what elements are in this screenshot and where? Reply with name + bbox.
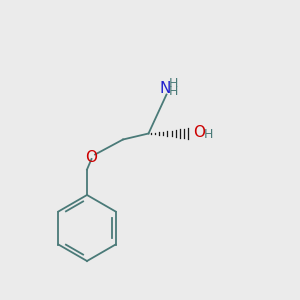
Text: H: H (204, 128, 213, 142)
Text: H: H (168, 77, 178, 91)
Text: O: O (85, 150, 98, 165)
Text: H: H (168, 85, 178, 98)
Text: O: O (193, 125, 205, 140)
Text: N: N (159, 81, 171, 96)
